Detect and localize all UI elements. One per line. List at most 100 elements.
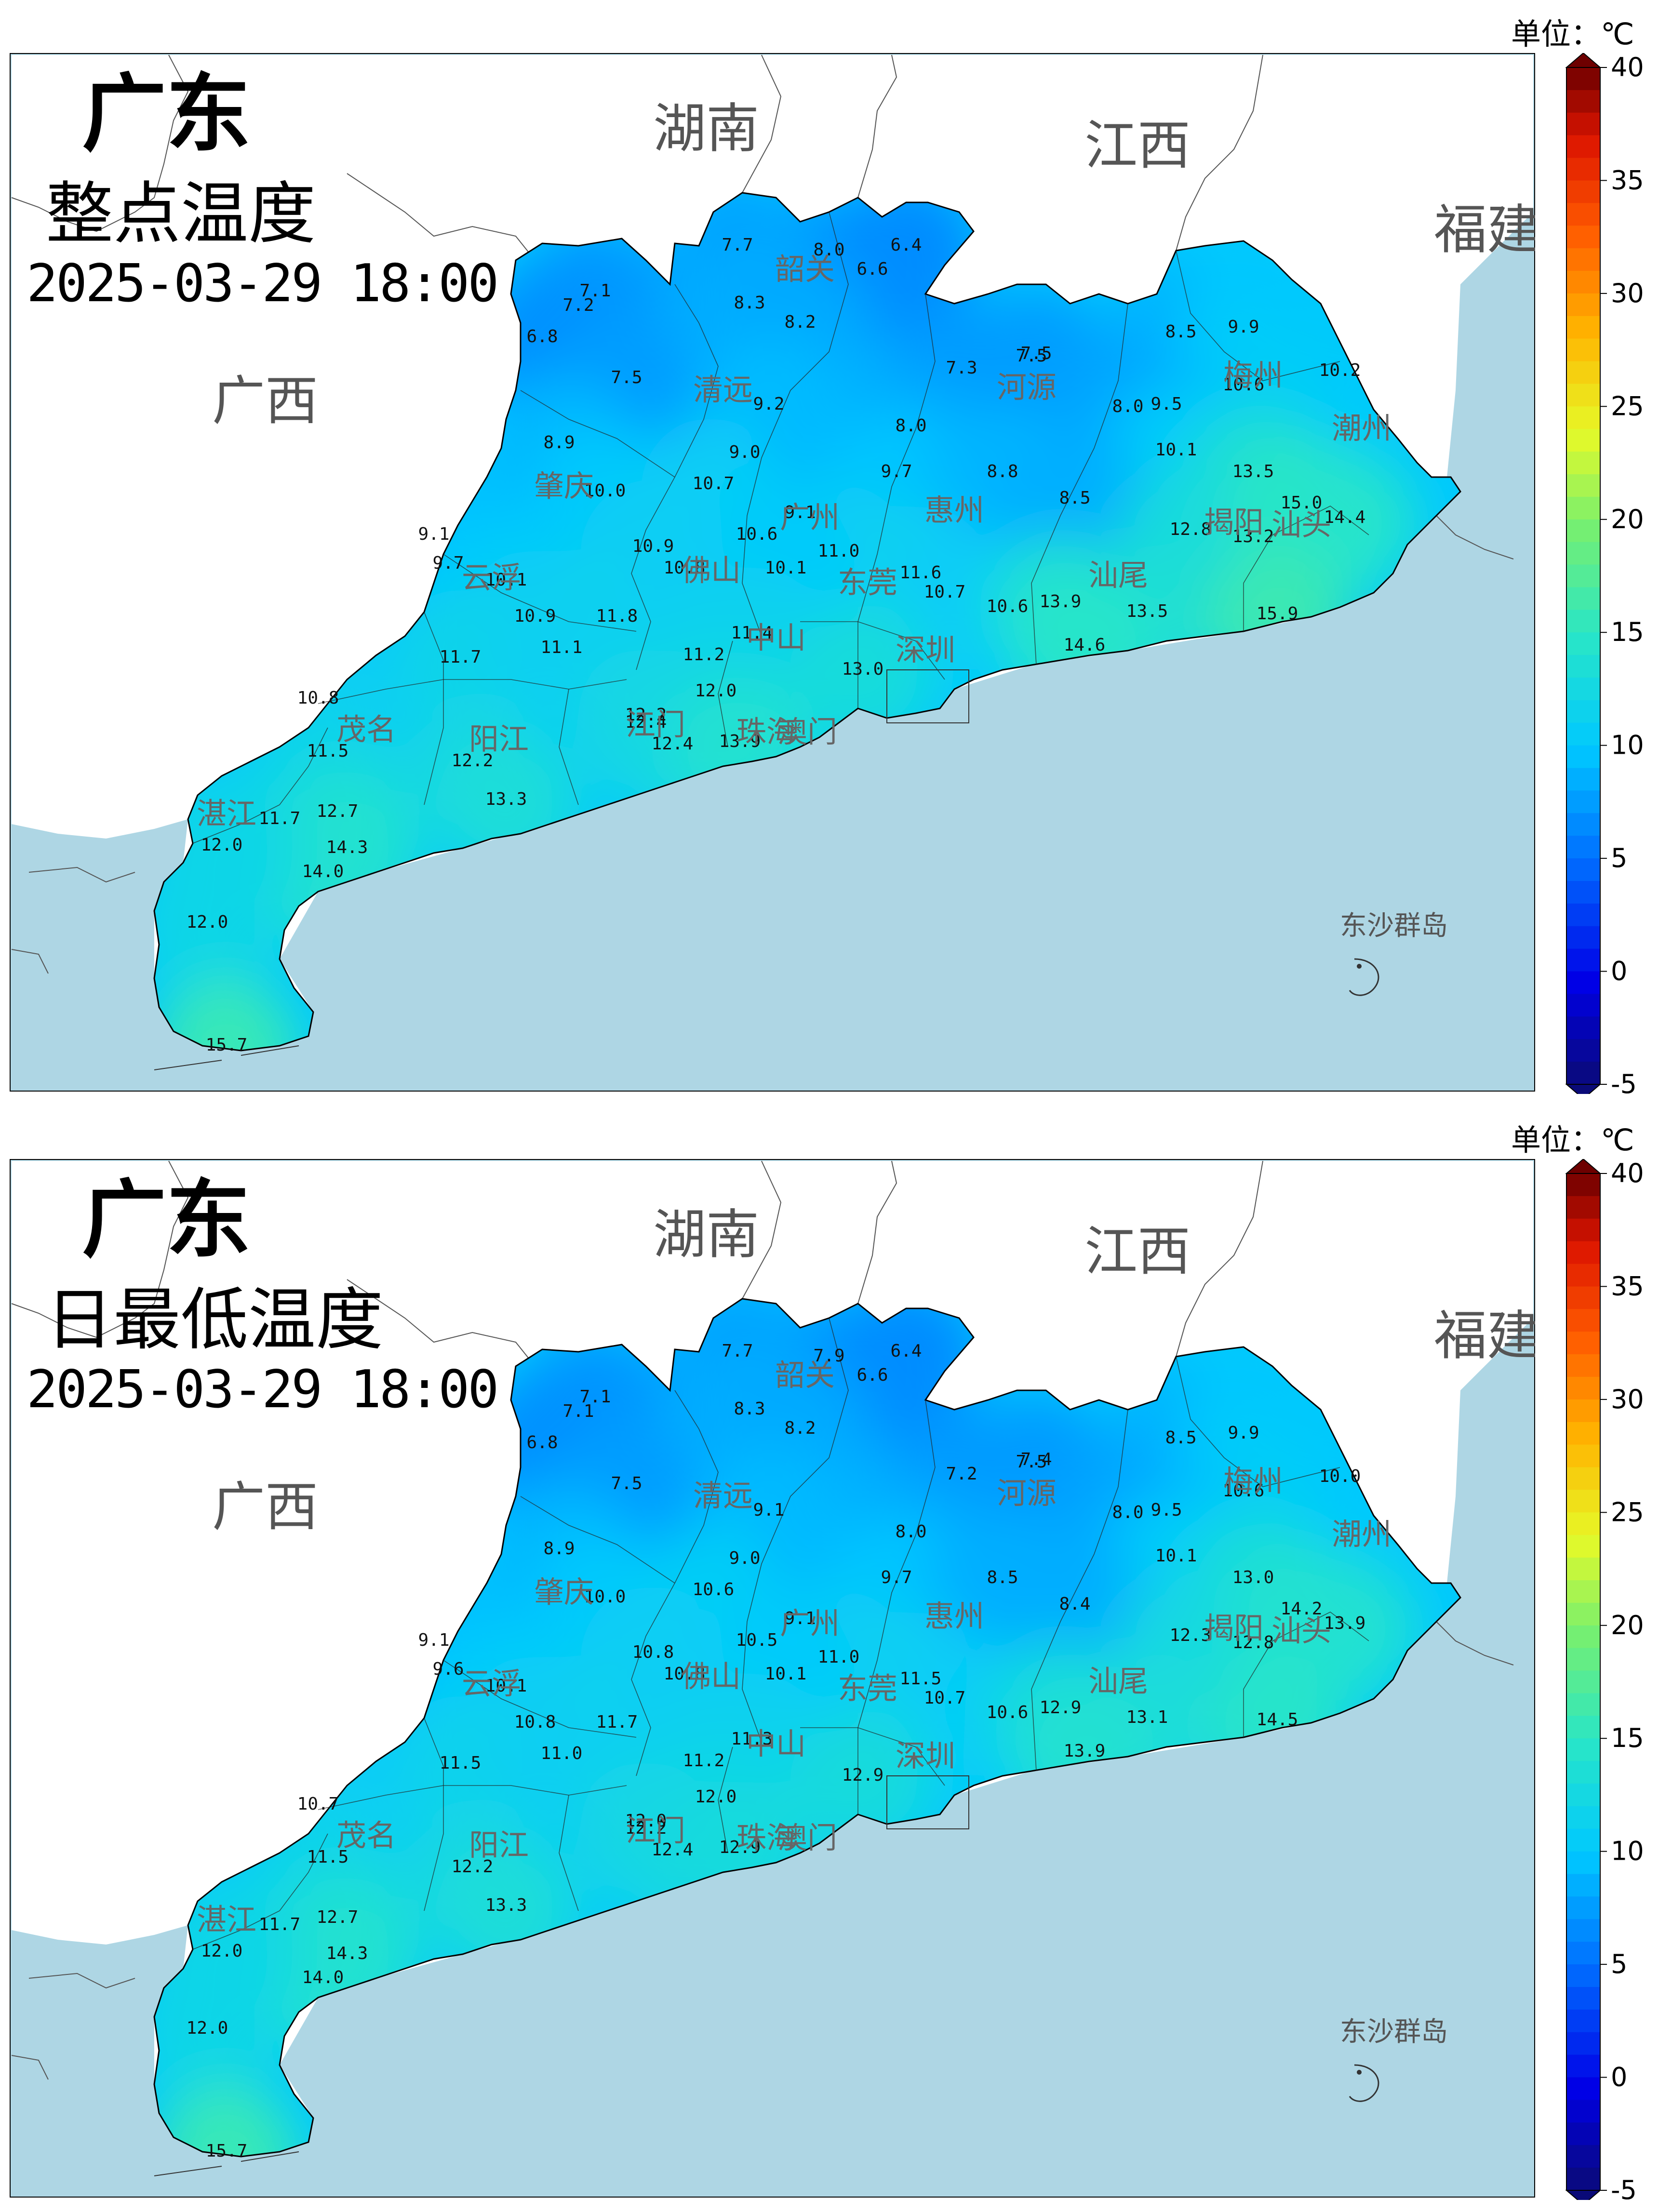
colorbar-step	[1566, 2145, 1600, 2168]
colorbar-step	[1566, 1828, 1600, 1852]
station-value: 8.3	[734, 293, 765, 313]
city-label: 汕头	[1271, 507, 1331, 542]
colorbar-step	[1566, 1670, 1600, 1694]
station-value: 11.6	[900, 563, 942, 583]
station-value: 12.8	[1170, 520, 1212, 539]
colorbar-tick-label: -5	[1611, 1069, 1637, 1094]
colorbar-step	[1566, 1919, 1600, 1942]
station-value: 6.6	[856, 1365, 888, 1385]
station-value: 7.5	[1016, 346, 1047, 366]
city-label: 广州	[780, 500, 840, 535]
city-label: 揭阳	[1204, 505, 1264, 540]
colorbar-step	[1566, 135, 1600, 159]
city-label: 湛江	[197, 1902, 256, 1937]
colorbar-step	[1566, 519, 1600, 543]
station-value: 14.2	[1281, 1599, 1323, 1619]
colorbar-step	[1566, 994, 1600, 1017]
colorbar-step	[1566, 2100, 1600, 2123]
colorbar-tick-label: 20	[1611, 504, 1644, 534]
station-value: 11.3	[731, 1729, 773, 1749]
station-value: 10.1	[765, 1664, 807, 1684]
city-label: 潮州	[1332, 411, 1391, 446]
colorbar-step	[1566, 226, 1600, 249]
colorbar-step	[1566, 248, 1600, 271]
colorbar-unit: 单位：℃	[1511, 1122, 1634, 1158]
station-value: 10.1	[1155, 440, 1197, 460]
city-label: 珠海	[736, 1820, 796, 1855]
colorbar-step	[1566, 948, 1600, 972]
station-value: 11.7	[259, 1915, 301, 1934]
station-value: 14.5	[1257, 1710, 1298, 1730]
colorbar-step	[1566, 881, 1600, 904]
station-value: 12.0	[201, 835, 243, 855]
station-value: 15.0	[1281, 493, 1323, 513]
colorbar-step	[1566, 1738, 1600, 1761]
station-value: 10.7	[924, 582, 966, 602]
colorbar-step	[1566, 1062, 1600, 1085]
city-label: 中山	[746, 620, 806, 655]
colorbar-step	[1566, 452, 1600, 475]
station-value: 14.3	[326, 838, 368, 857]
city-label: 韶关	[775, 1358, 835, 1393]
station-value: 7.1	[562, 1401, 594, 1421]
station-value: 8.5	[1059, 488, 1090, 508]
colorbar-step	[1566, 1512, 1600, 1535]
colorbar-step	[1566, 678, 1600, 701]
province-label: 福建	[1434, 1305, 1535, 1367]
colorbar-step	[1566, 2032, 1600, 2055]
station-value: 6.4	[890, 235, 922, 255]
station-value: 10.1	[485, 1676, 527, 1696]
station-value: 14.4	[1324, 507, 1366, 527]
station-value: 10.2	[1319, 360, 1361, 380]
panel-hourly-temperature: 湖南 江西 福建 广西 7.7 8.0 6.4 6.6 7.1 7.2 6.8 8.3 8.2 7.5 7.…	[0, 0, 1659, 1099]
colorbar-tick-label: 10	[1611, 1836, 1644, 1866]
city-label: 佛山	[681, 553, 741, 588]
colorbar-step	[1566, 429, 1600, 452]
colorbar-step	[1566, 1264, 1600, 1287]
colorbar-step	[1566, 1490, 1600, 1513]
colorbar-step	[1566, 1693, 1600, 1716]
station-value: 13.2	[1232, 527, 1274, 546]
station-value: 8.0	[895, 1522, 926, 1542]
colorbar-step	[1566, 1377, 1600, 1400]
colorbar-step	[1566, 564, 1600, 588]
station-value: 14.0	[302, 862, 344, 881]
city-label: 惠州	[924, 493, 984, 528]
station-value: 12.7	[317, 1907, 359, 1927]
city-label: 揭阳	[1204, 1611, 1264, 1646]
station-value: 12.0	[187, 912, 228, 932]
station-value: 10.7	[297, 1794, 339, 1814]
colorbar-step	[1566, 1806, 1600, 1829]
station-value: 8.5	[987, 1568, 1018, 1587]
city-label: 茂名	[336, 1818, 396, 1853]
city-label: 湛江	[197, 796, 256, 831]
city-label: 汕头	[1271, 1613, 1331, 1648]
colorbar-step	[1566, 655, 1600, 678]
station-value: 8.0	[895, 416, 926, 436]
colorbar-step	[1566, 971, 1600, 995]
station-value: 13.9	[1040, 592, 1082, 612]
station-value: 10.6	[987, 597, 1029, 616]
city-label: 清远	[693, 1478, 753, 1513]
station-value: 10.0	[1319, 1466, 1361, 1486]
station-value: 10.1	[765, 558, 807, 578]
station-value: 7.2	[562, 295, 594, 315]
station-value: 7.2	[946, 1464, 977, 1484]
station-value: 8.0	[813, 240, 844, 260]
station-value: 11.4	[731, 623, 773, 643]
city-label: 韶关	[775, 252, 835, 287]
station-value: 7.7	[722, 1341, 753, 1361]
city-label: 佛山	[681, 1659, 741, 1694]
station-value: 9.7	[881, 1568, 912, 1587]
station-value: 9.7	[881, 462, 912, 481]
station-value: 7.5	[1020, 344, 1052, 363]
station-value: 12.9	[719, 1838, 761, 1857]
station-value: 11.5	[900, 1669, 942, 1689]
station-value: 12.0	[695, 1787, 737, 1807]
station-value: 15.7	[206, 2141, 248, 2161]
colorbar-unit: 单位：℃	[1511, 16, 1634, 52]
station-value: 6.6	[856, 259, 888, 279]
station-value: 10.6	[1223, 1481, 1265, 1501]
colorbar-step	[1566, 361, 1600, 385]
station-value: 11.0	[818, 541, 860, 561]
